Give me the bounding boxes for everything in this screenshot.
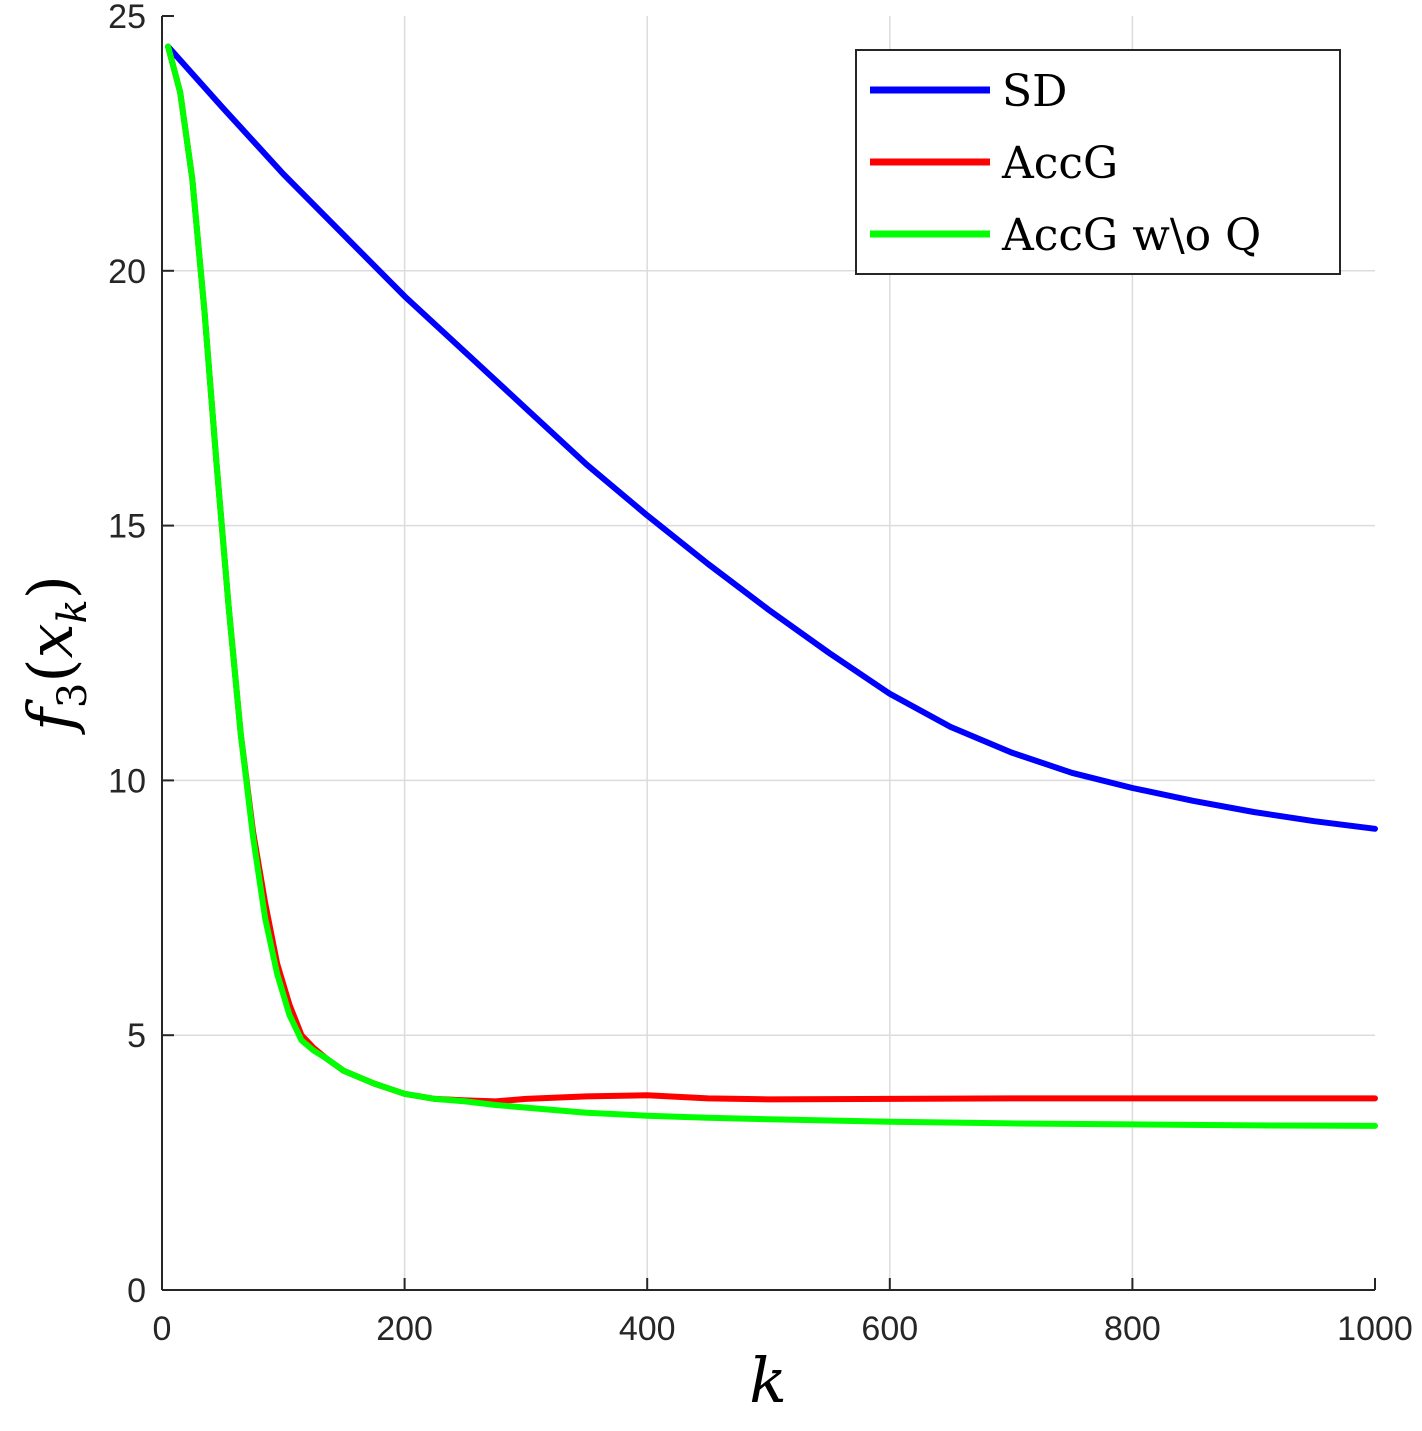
series-line-0 (165, 43, 1378, 832)
legend-label: SD (1002, 66, 1067, 117)
y-tick-label: 15 (108, 508, 146, 546)
y-tick-label: 10 (108, 762, 146, 800)
x-axis-title: k (749, 1344, 787, 1417)
x-tick-label: 1000 (1337, 1310, 1413, 1348)
legend-label: AccG w\o Q (1001, 210, 1261, 261)
series-group (165, 43, 1378, 1129)
legend: SD AccG AccG w\o Q (855, 49, 1341, 275)
y-tick-label: 5 (127, 1017, 146, 1055)
x-tick-label: 800 (1104, 1310, 1161, 1348)
x-tick-label: 200 (376, 1310, 433, 1348)
axes: 0 200 400 600 800 1000 0 5 10 15 20 25 (108, 0, 1413, 1348)
y-tick-label: 0 (127, 1272, 146, 1310)
x-tick-label: 0 (153, 1310, 172, 1348)
y-tick-label: 25 (108, 0, 146, 36)
y-tick-label: 20 (108, 253, 146, 291)
series-line-2 (165, 43, 1378, 1129)
y-axis-title: f3(xk) (14, 575, 96, 735)
x-tick-label: 600 (861, 1310, 918, 1348)
x-tick-label: 400 (619, 1310, 676, 1348)
legend-label: AccG (1001, 138, 1118, 189)
svg-text:f3(xk): f3(xk) (14, 575, 96, 735)
